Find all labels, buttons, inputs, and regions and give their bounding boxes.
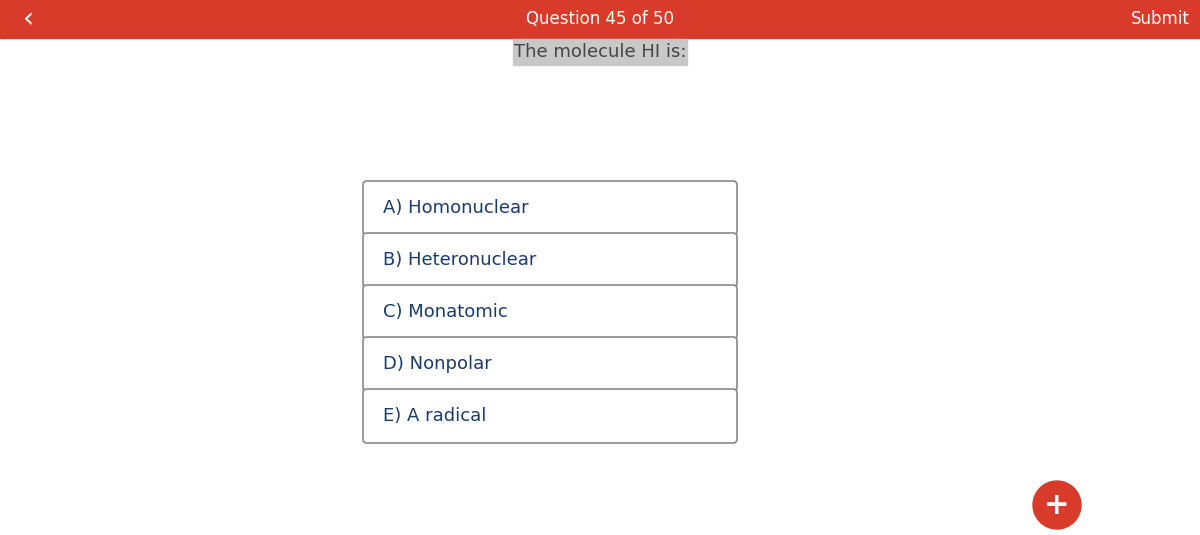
- Text: C) Monatomic: C) Monatomic: [383, 303, 508, 321]
- Text: A) Homonuclear: A) Homonuclear: [383, 199, 529, 217]
- FancyBboxPatch shape: [364, 389, 737, 443]
- Text: +: +: [1044, 491, 1070, 519]
- Bar: [0, 0, 1200, 38]
- Text: D) Nonpolar: D) Nonpolar: [383, 355, 492, 373]
- Text: E) A radical: E) A radical: [383, 407, 486, 425]
- Text: Question 45 of 50: Question 45 of 50: [526, 10, 674, 28]
- Bar: [514, 39, 686, 65]
- FancyBboxPatch shape: [364, 181, 737, 235]
- Text: B) Heteronuclear: B) Heteronuclear: [383, 251, 536, 269]
- Text: The molecule HI is:: The molecule HI is:: [514, 43, 686, 61]
- Text: Submit: Submit: [1130, 10, 1189, 28]
- FancyBboxPatch shape: [364, 285, 737, 339]
- Text: ‹: ‹: [23, 5, 34, 33]
- Circle shape: [1033, 481, 1081, 529]
- FancyBboxPatch shape: [364, 337, 737, 391]
- FancyBboxPatch shape: [364, 233, 737, 287]
